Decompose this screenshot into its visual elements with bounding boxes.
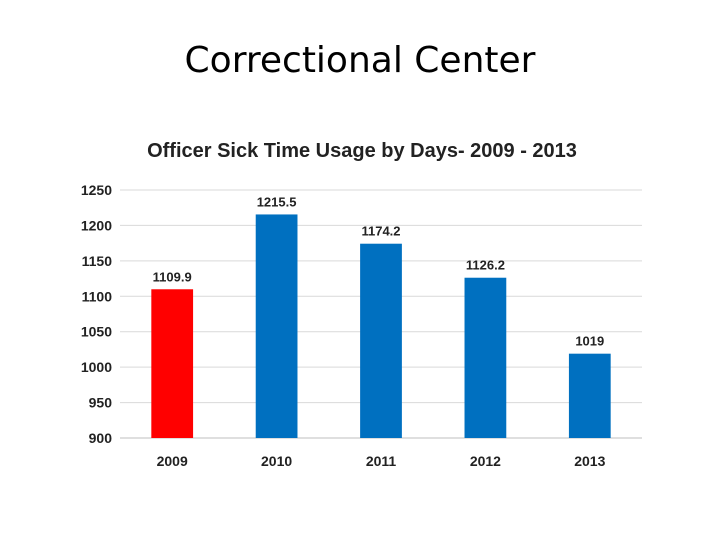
y-tick-label: 900 xyxy=(89,430,113,446)
x-tick-label: 2012 xyxy=(470,453,501,469)
bars xyxy=(151,214,611,438)
y-tick-label: 950 xyxy=(89,395,113,411)
y-tick-label: 1250 xyxy=(81,182,112,198)
y-tick-label: 1150 xyxy=(82,253,113,269)
y-tick-label: 1050 xyxy=(81,324,112,340)
bar-2009 xyxy=(151,289,194,438)
data-label: 1174.2 xyxy=(361,224,400,239)
data-label: 1109.9 xyxy=(153,269,192,284)
chart-title: Officer Sick Time Usage by Days- 2009 - … xyxy=(147,140,577,162)
bar-2010 xyxy=(255,214,298,438)
data-label: 1215.5 xyxy=(257,194,297,209)
y-axis-ticks: 900 950 1000 1050 1100 1150 1200 1250 xyxy=(81,182,112,446)
slide-title: Correctional Center xyxy=(184,40,536,81)
data-label: 1019 xyxy=(575,334,604,349)
data-labels: 1109.9 1215.5 1174.2 1126.2 1019 xyxy=(153,194,605,348)
x-tick-label: 2011 xyxy=(366,453,397,469)
x-tick-label: 2013 xyxy=(574,453,605,469)
bar-2013 xyxy=(568,353,611,438)
y-tick-label: 1100 xyxy=(82,288,113,304)
y-tick-label: 1200 xyxy=(81,217,112,233)
y-tick-label: 1000 xyxy=(81,359,112,375)
bar-2011 xyxy=(360,243,402,438)
x-tick-label: 2009 xyxy=(157,453,188,469)
data-label: 1126.2 xyxy=(466,258,505,273)
x-axis-ticks: 2009 2010 2011 2012 2013 xyxy=(157,453,606,469)
x-tick-label: 2010 xyxy=(261,453,292,469)
bar-2012 xyxy=(464,277,507,438)
